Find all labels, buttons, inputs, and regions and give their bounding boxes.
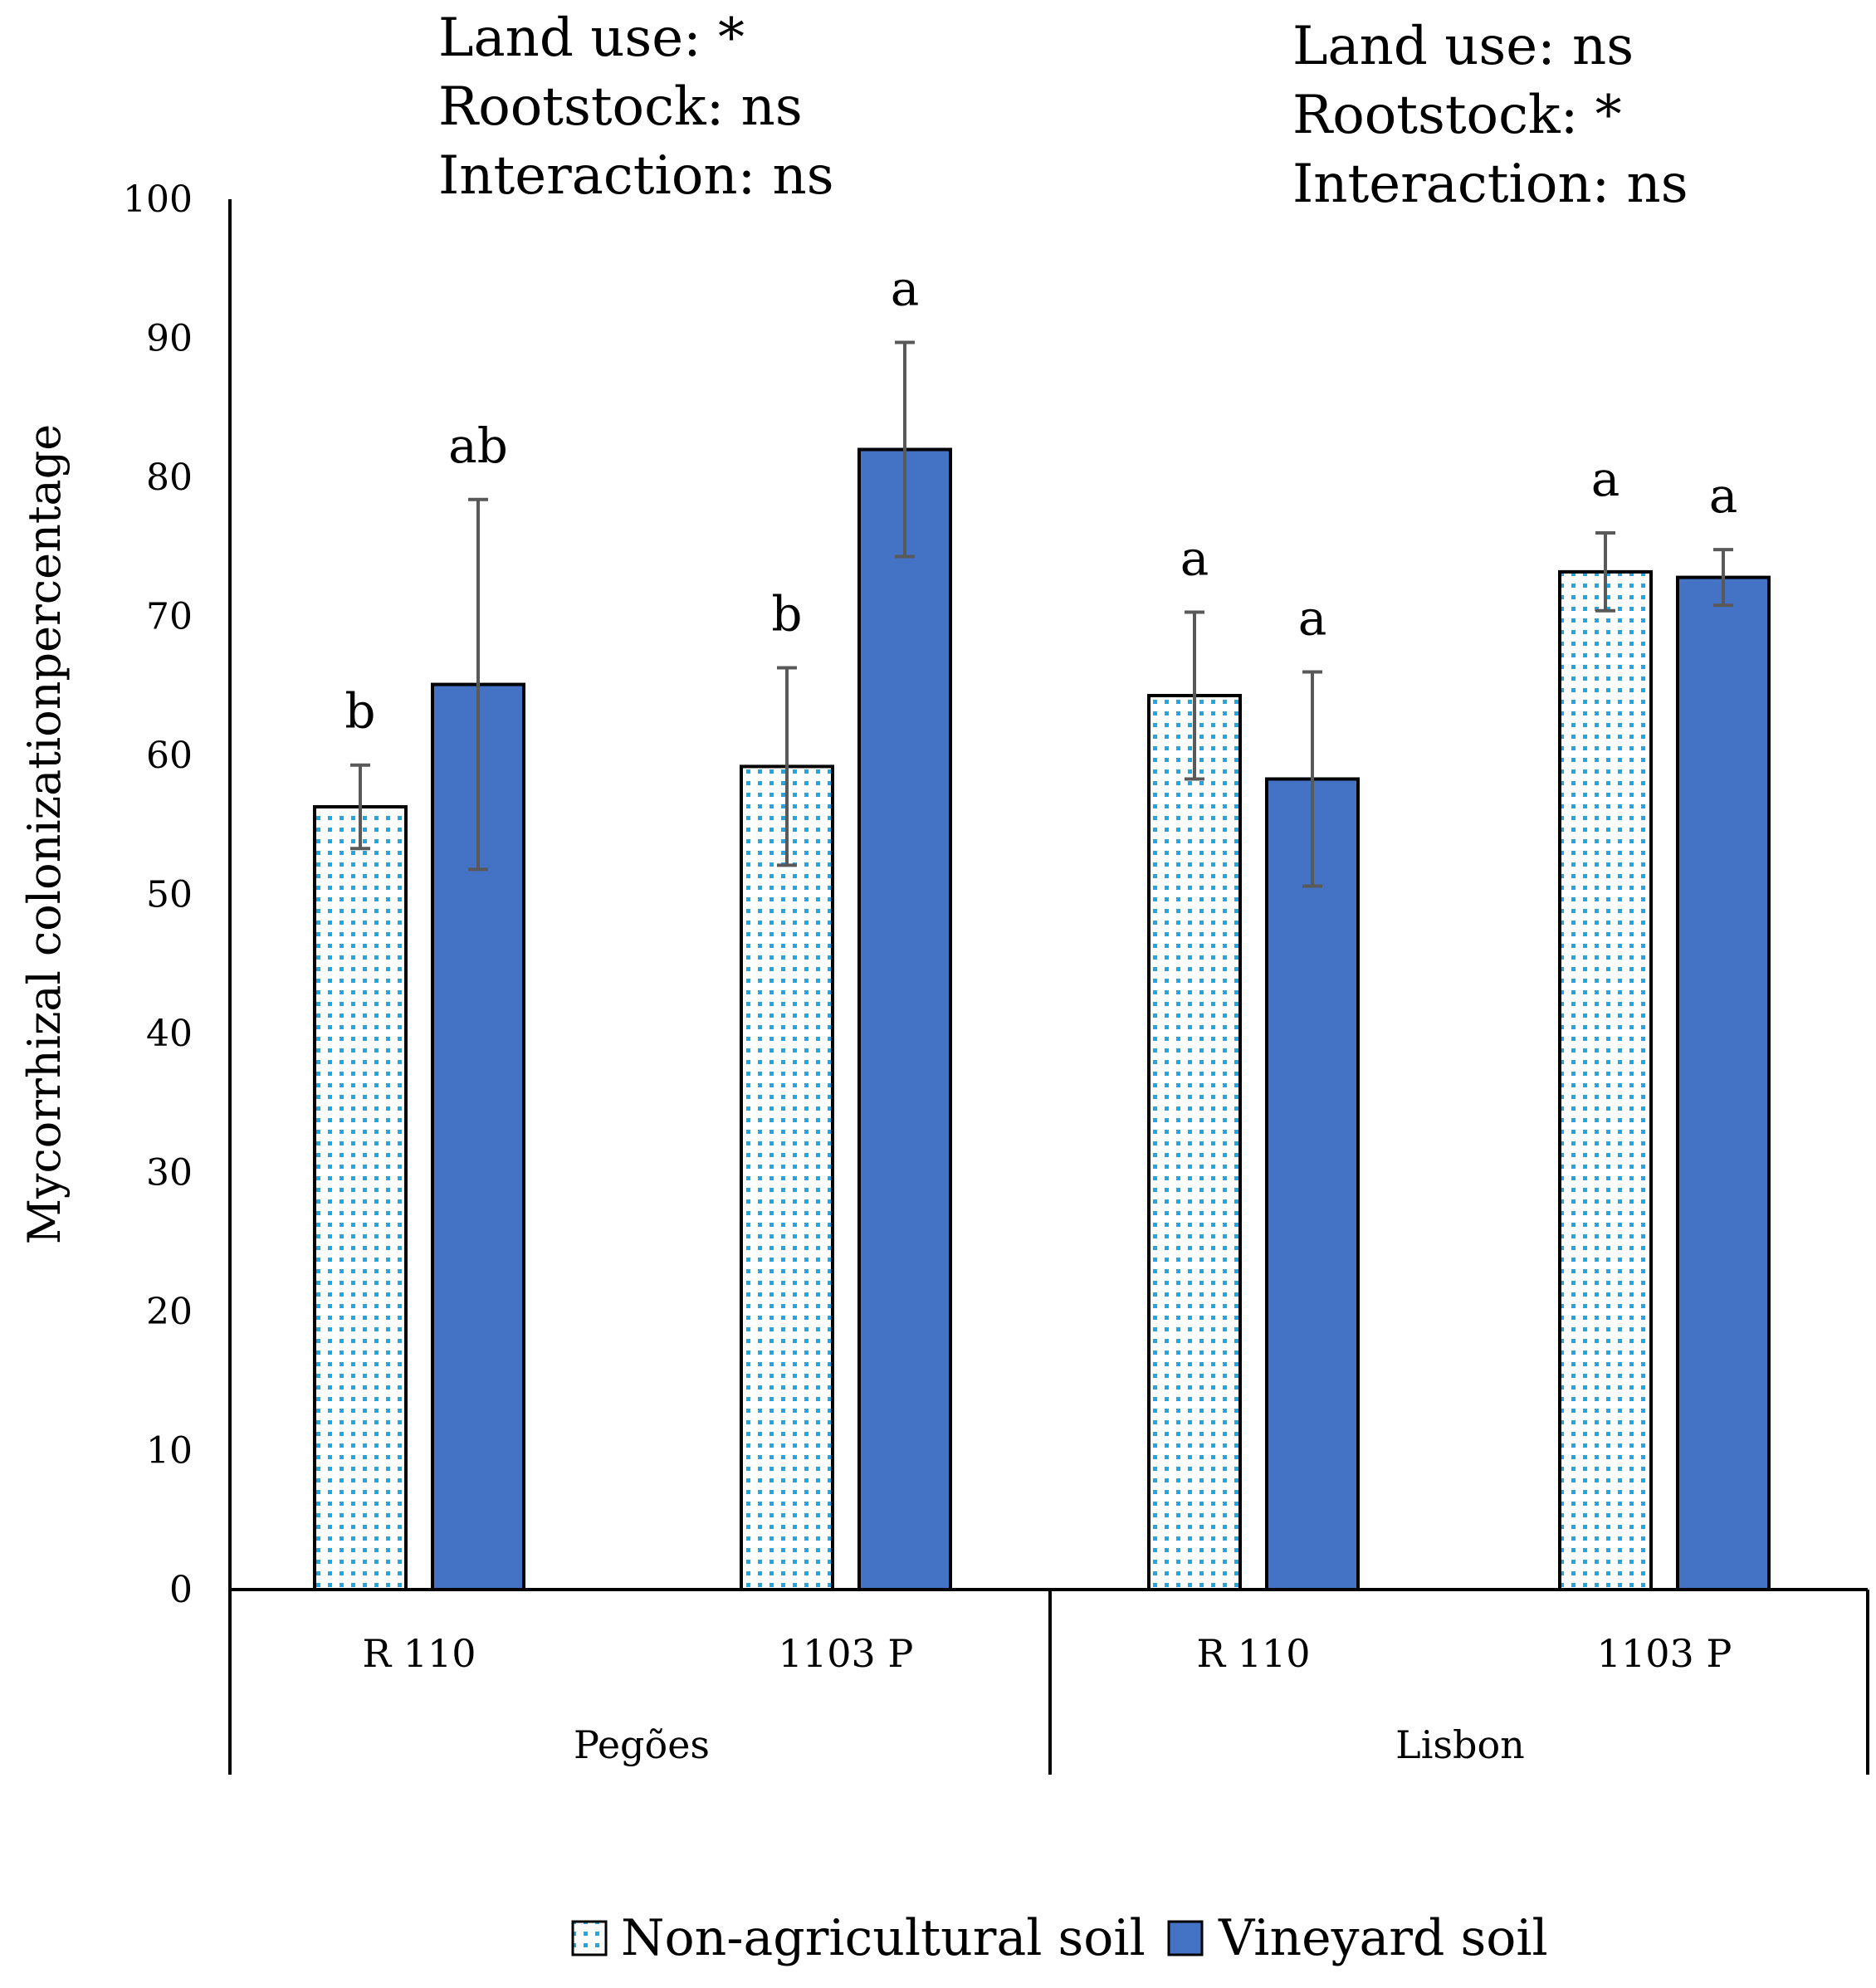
x-tick-label: 1103 P bbox=[779, 1631, 914, 1676]
bars: b b a a ab a a a bbox=[313, 261, 1771, 1592]
bar-vineyard bbox=[1676, 575, 1771, 1591]
significance-letter: a bbox=[1709, 467, 1738, 524]
bar-non-agricultural bbox=[1558, 569, 1653, 1591]
annotation-pegoes-land-use: Land use: * bbox=[438, 7, 745, 69]
annotation-lisbon-land-use: Land use: ns bbox=[1292, 16, 1634, 77]
legend: Non-agricultural soil Vineyard soil bbox=[571, 1909, 1548, 1967]
error-bar bbox=[1595, 531, 1615, 613]
annotation-pegoes-interaction: Interaction: ns bbox=[438, 145, 834, 207]
legend-swatch-non-agricultural bbox=[571, 1920, 608, 1956]
error-bar bbox=[1713, 548, 1733, 608]
significance-letter: a bbox=[1591, 451, 1620, 507]
y-tick-label: 60 bbox=[146, 735, 193, 777]
y-tick-label: 20 bbox=[146, 1291, 193, 1333]
significance-letter: a bbox=[891, 261, 920, 317]
y-tick-label: 90 bbox=[146, 318, 193, 360]
bar-non-agricultural bbox=[313, 804, 408, 1591]
x-tick-label: R 110 bbox=[362, 1631, 476, 1676]
annotation-pegoes-rootstock: Rootstock: ns bbox=[438, 76, 803, 138]
significance-letter: b bbox=[771, 585, 802, 642]
y-tick-label: 80 bbox=[146, 457, 193, 499]
x-tick-label: 1103 P bbox=[1597, 1631, 1732, 1676]
significance-letter: ab bbox=[448, 418, 508, 474]
x-tick-label: R 110 bbox=[1196, 1631, 1310, 1676]
y-tick-label: 50 bbox=[146, 874, 193, 916]
significance-letter: a bbox=[1298, 590, 1327, 647]
bar-non-agricultural bbox=[1147, 693, 1242, 1591]
legend-label-non-agricultural: Non-agricultural soil bbox=[621, 1909, 1146, 1967]
y-tick-label: 10 bbox=[146, 1430, 193, 1473]
error-bar bbox=[895, 340, 915, 559]
y-axis-title: Mycorrhizal colonizationpercentage bbox=[18, 424, 71, 1245]
legend-swatch-vineyard bbox=[1167, 1920, 1204, 1956]
y-tick-label: 40 bbox=[146, 1013, 193, 1055]
group-label-lisbon: Lisbon bbox=[1395, 1722, 1525, 1767]
group-label-pegoes: Pegões bbox=[574, 1722, 710, 1767]
bar-vineyard bbox=[1265, 777, 1360, 1591]
error-bar bbox=[777, 666, 797, 867]
error-bar bbox=[350, 763, 370, 851]
y-tick-label: 30 bbox=[146, 1152, 193, 1194]
y-axis-ticks: 0 10 20 30 40 50 60 70 80 90 100 bbox=[123, 178, 193, 1611]
error-bar bbox=[1185, 610, 1204, 781]
bar-non-agricultural bbox=[740, 764, 834, 1591]
annotation-lisbon-rootstock: Rootstock: * bbox=[1292, 85, 1622, 146]
y-tick-label: 100 bbox=[123, 178, 193, 221]
y-tick-label: 0 bbox=[169, 1569, 193, 1611]
annotation-lisbon-interaction: Interaction: ns bbox=[1292, 154, 1688, 215]
error-bar bbox=[1302, 670, 1322, 888]
legend-label-vineyard: Vineyard soil bbox=[1218, 1909, 1548, 1967]
y-tick-label: 70 bbox=[146, 596, 193, 638]
significance-letter: b bbox=[344, 683, 375, 740]
error-bar bbox=[468, 497, 488, 872]
significance-letter: a bbox=[1180, 530, 1209, 586]
bar-vineyard bbox=[857, 447, 952, 1591]
